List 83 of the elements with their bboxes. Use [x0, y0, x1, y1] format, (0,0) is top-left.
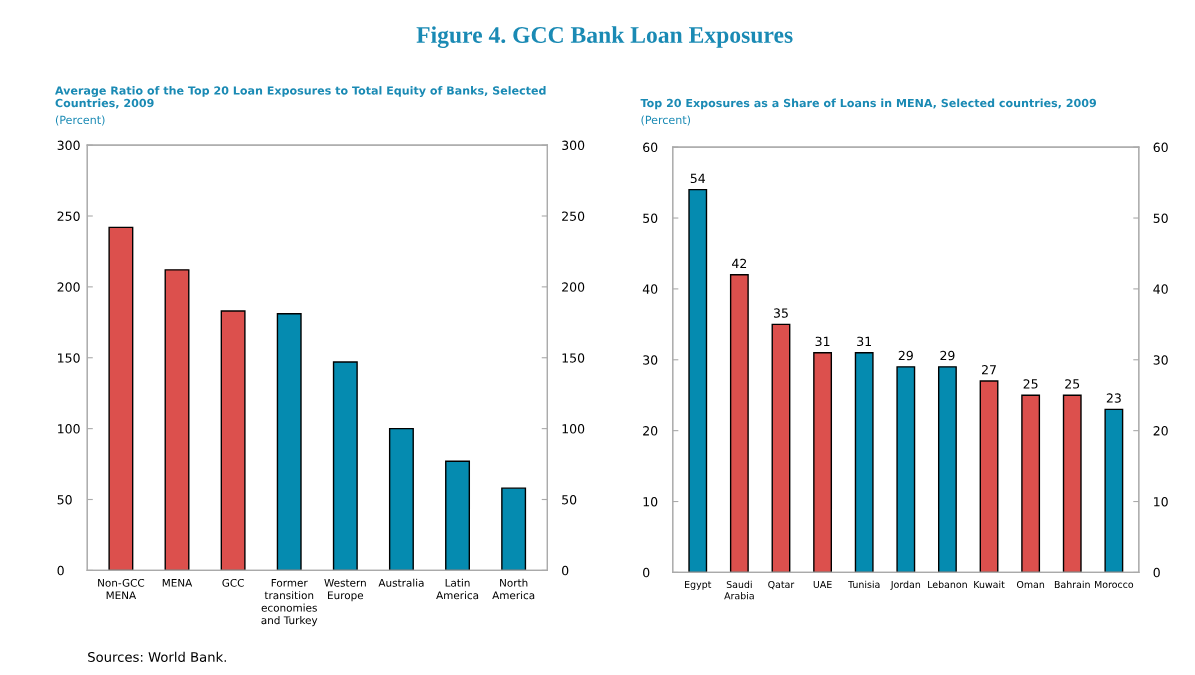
x-tick-label: Former transition economies and Turkey — [261, 579, 318, 627]
y-tick-label: 20 — [643, 426, 658, 436]
bar — [164, 269, 190, 571]
x-tick-label: Kuwait — [974, 580, 1005, 589]
bar — [276, 313, 302, 571]
x-tick-label: Saudi Arabia — [724, 580, 754, 600]
y2-tick-label: 30 — [1153, 355, 1168, 365]
data-label: 23 — [1106, 393, 1121, 403]
bar — [108, 226, 134, 571]
data-label: 42 — [732, 258, 747, 268]
y2-tick-label: 100 — [562, 424, 585, 434]
y2-tick-label: 50 — [1153, 213, 1168, 223]
bar — [501, 487, 527, 571]
y-tick-label: 60 — [643, 142, 658, 153]
y2-tick-label: 0 — [562, 565, 569, 576]
x-tick-label: Lebanon — [928, 580, 967, 589]
bar — [445, 460, 471, 571]
y-tick-label: 300 — [57, 140, 80, 151]
chart-subtitle: (Percent) — [55, 115, 105, 126]
x-tick-label: Jordan — [890, 580, 921, 590]
data-label: 35 — [773, 308, 788, 318]
x-tick-label: Qatar — [768, 580, 795, 590]
y2-tick-label: 60 — [1153, 142, 1168, 153]
data-label: 25 — [1065, 379, 1080, 389]
x-tick-label: Non-GCC MENA — [98, 578, 145, 600]
bar — [813, 351, 833, 573]
source-note: Sources: World Bank. — [88, 651, 226, 662]
y2-tick-label: 300 — [562, 140, 585, 151]
y-tick-label: 0 — [643, 567, 650, 578]
bar — [332, 361, 358, 571]
y2-tick-label: 150 — [562, 353, 585, 363]
data-label: 29 — [898, 350, 913, 361]
y-tick-label: 30 — [643, 355, 658, 365]
y-tick-label: 0 — [57, 565, 64, 576]
y-tick-label: 50 — [643, 213, 658, 223]
bar — [688, 188, 708, 573]
bar — [771, 323, 791, 573]
y2-tick-label: 40 — [1153, 284, 1168, 294]
x-tick-label: Bahrain — [1054, 580, 1090, 589]
bar — [1104, 408, 1124, 573]
x-tick-label: Tunisia — [848, 580, 880, 589]
chart-subtitle: (Percent) — [641, 115, 691, 126]
data-label: 31 — [815, 336, 830, 347]
bar — [896, 366, 916, 573]
caption: Figure 4. GCC Bank Loan Exposures — [416, 26, 793, 48]
x-tick-label: Egypt — [685, 581, 712, 590]
x-tick-label: MENA — [162, 579, 193, 587]
bar — [1021, 394, 1041, 573]
y2-tick-label: 50 — [562, 494, 577, 505]
data-label: 54 — [690, 173, 705, 184]
y-tick-label: 100 — [58, 424, 80, 434]
x-tick-label: UAE — [813, 581, 832, 589]
bar — [1062, 394, 1082, 573]
chart-title: Average Ratio of the Top 20 Loan Exposures to Total Equity of Banks, Selected Countries, 2009 — [55, 86, 546, 109]
y-tick-label: 250 — [57, 211, 80, 221]
y-tick-label: 10 — [643, 497, 658, 507]
bar — [729, 274, 749, 573]
y2-tick-label: 20 — [1153, 426, 1168, 436]
data-label: 31 — [857, 336, 871, 347]
bar — [937, 366, 957, 573]
y2-tick-label: 250 — [562, 211, 585, 221]
y-tick-label: 40 — [642, 284, 658, 294]
x-tick-label: Latin America — [436, 578, 479, 600]
data-label: 29 — [940, 350, 955, 361]
bar — [854, 351, 874, 573]
y-tick-label: 200 — [57, 282, 80, 292]
y-tick-label: 150 — [58, 353, 80, 363]
x-tick-label: Western Europe — [324, 579, 366, 602]
y2-tick-label: 10 — [1154, 497, 1168, 507]
x-tick-label: Oman — [1016, 580, 1045, 589]
bar — [388, 427, 414, 571]
y-tick-label: 50 — [57, 494, 72, 505]
data-label: 25 — [1023, 379, 1038, 389]
y2-tick-label: 0 — [1153, 567, 1160, 578]
x-tick-label: North America — [492, 578, 535, 600]
x-tick-label: Australia — [378, 578, 424, 587]
y2-tick-label: 200 — [562, 282, 585, 292]
bar — [220, 310, 246, 571]
chart-title: Top 20 Exposures as a Share of Loans in MENA, Selected countries, 2009 — [640, 98, 1097, 110]
bar — [979, 380, 999, 573]
x-tick-label: GCC — [222, 578, 244, 587]
data-label: 27 — [982, 364, 996, 375]
x-tick-label: Morocco — [1095, 581, 1134, 589]
